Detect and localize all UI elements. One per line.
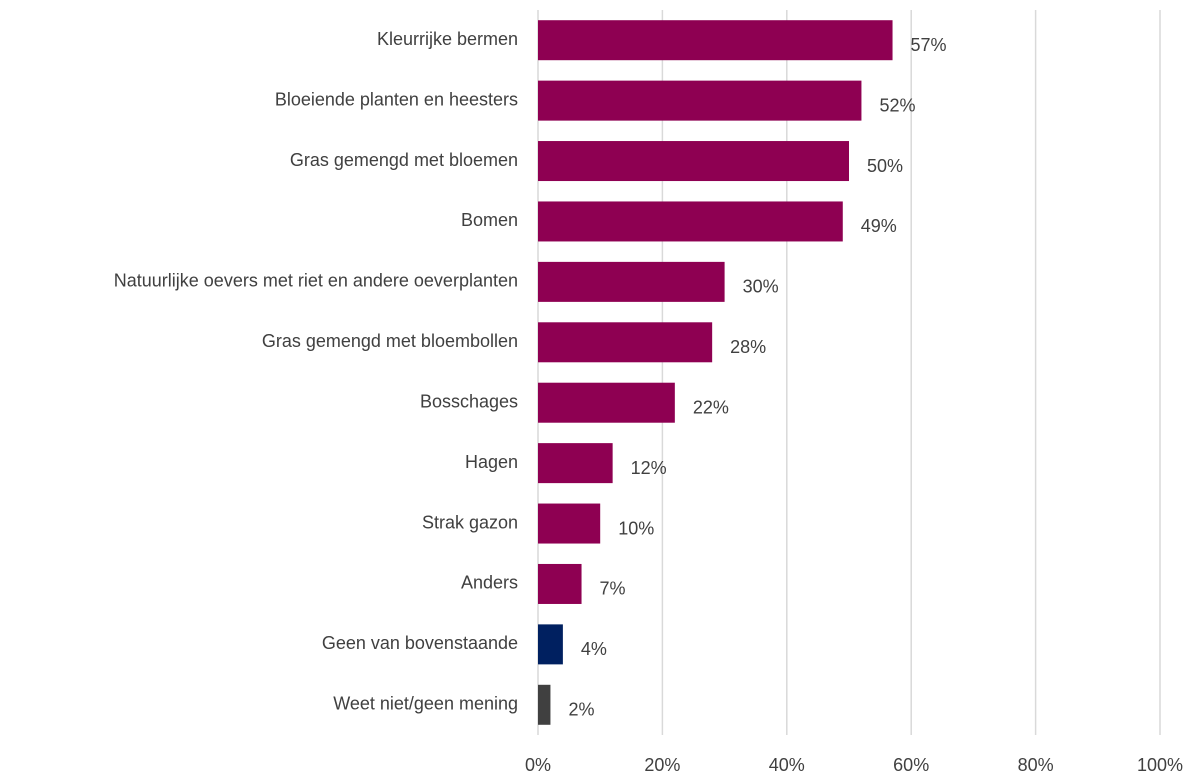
bar	[538, 503, 601, 544]
y-tick-label: Geen van bovenstaande	[322, 633, 518, 653]
value-label: 30%	[743, 277, 779, 297]
value-label: 52%	[879, 95, 915, 115]
bar	[538, 201, 843, 242]
value-label: 10%	[618, 518, 654, 538]
y-tick-label: Bosschages	[420, 391, 518, 411]
bar	[538, 80, 862, 121]
value-label: 57%	[911, 35, 947, 55]
value-label: 12%	[631, 458, 667, 478]
x-tick-label: 0%	[525, 755, 551, 775]
bar	[538, 382, 675, 423]
y-tick-label: Gras gemengd met bloemen	[290, 150, 518, 170]
bar	[538, 322, 713, 363]
value-label: 7%	[600, 579, 626, 599]
value-label: 50%	[867, 156, 903, 176]
x-tick-label: 80%	[1018, 755, 1054, 775]
value-label: 49%	[861, 216, 897, 236]
y-tick-label: Bomen	[461, 210, 518, 230]
y-tick-label: Strak gazon	[422, 512, 518, 532]
y-tick-label: Natuurlijke oevers met riet en andere oe…	[114, 271, 518, 291]
value-label: 4%	[581, 639, 607, 659]
bar	[538, 624, 563, 665]
bar	[538, 261, 725, 302]
x-tick-label: 40%	[769, 755, 805, 775]
bar	[538, 563, 582, 604]
x-tick-label: 20%	[644, 755, 680, 775]
value-label: 28%	[730, 337, 766, 357]
y-tick-label: Kleurrijke bermen	[377, 29, 518, 49]
y-tick-label: Gras gemengd met bloembollen	[262, 331, 518, 351]
y-tick-label: Weet niet/geen mening	[333, 694, 518, 714]
x-tick-label: 60%	[893, 755, 929, 775]
y-tick-label: Anders	[461, 573, 518, 593]
y-tick-label: Bloeiende planten en heesters	[275, 89, 518, 109]
x-tick-label: 100%	[1137, 755, 1183, 775]
value-label: 22%	[693, 397, 729, 417]
y-tick-label: Hagen	[465, 452, 518, 472]
bar	[538, 141, 849, 182]
bar	[538, 20, 893, 61]
bar	[538, 684, 551, 725]
bar	[538, 443, 613, 484]
value-label: 2%	[568, 700, 594, 720]
